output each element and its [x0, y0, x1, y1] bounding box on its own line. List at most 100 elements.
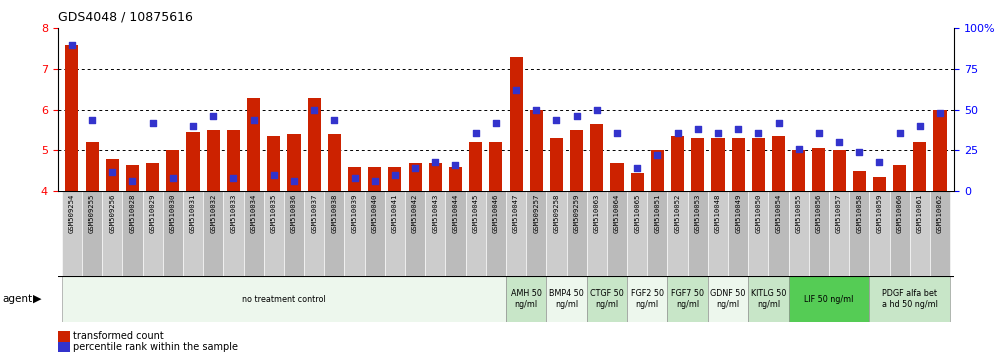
- Bar: [146, 162, 159, 191]
- Bar: [227, 130, 240, 191]
- Point: [387, 172, 403, 178]
- Bar: [264, 191, 284, 276]
- Text: GSM510043: GSM510043: [432, 194, 438, 233]
- Bar: [711, 138, 724, 191]
- Text: GSM510028: GSM510028: [129, 194, 135, 233]
- Point: [205, 113, 221, 119]
- Bar: [284, 191, 304, 276]
- Point: [669, 130, 685, 135]
- Point: [771, 120, 787, 126]
- Text: GSM510060: GSM510060: [896, 194, 902, 233]
- Bar: [125, 165, 139, 191]
- Text: GDNF 50
ng/ml: GDNF 50 ng/ml: [710, 290, 746, 309]
- Text: GSM509259: GSM509259: [574, 194, 580, 233]
- Bar: [62, 276, 506, 322]
- Text: percentile rank within the sample: percentile rank within the sample: [73, 342, 238, 352]
- Bar: [809, 191, 829, 276]
- Text: GSM509255: GSM509255: [89, 194, 95, 233]
- Bar: [909, 191, 930, 276]
- Text: agent: agent: [2, 294, 32, 304]
- Text: GSM510038: GSM510038: [332, 194, 338, 233]
- Text: GSM509256: GSM509256: [110, 194, 116, 233]
- Bar: [304, 191, 325, 276]
- Point: [488, 120, 504, 126]
- Bar: [103, 191, 123, 276]
- Bar: [789, 276, 870, 322]
- Point: [912, 123, 928, 129]
- Text: GDS4048 / 10875616: GDS4048 / 10875616: [58, 11, 192, 24]
- Point: [528, 107, 544, 113]
- Bar: [933, 110, 946, 191]
- Text: BMP4 50
ng/ml: BMP4 50 ng/ml: [549, 290, 584, 309]
- Bar: [850, 191, 870, 276]
- Text: GSM510057: GSM510057: [836, 194, 842, 233]
- Bar: [365, 191, 384, 276]
- Bar: [691, 138, 704, 191]
- Text: GSM510044: GSM510044: [452, 194, 458, 233]
- Text: GSM510065: GSM510065: [634, 194, 640, 233]
- Bar: [728, 191, 748, 276]
- Bar: [627, 276, 667, 322]
- Bar: [510, 57, 523, 191]
- Point: [811, 130, 827, 135]
- Bar: [345, 191, 365, 276]
- Point: [589, 107, 605, 113]
- Text: GSM510045: GSM510045: [473, 194, 479, 233]
- Point: [306, 107, 322, 113]
- Bar: [369, 167, 381, 191]
- Point: [286, 178, 302, 184]
- Bar: [687, 191, 708, 276]
- Text: GSM510056: GSM510056: [816, 194, 822, 233]
- Point: [124, 178, 140, 184]
- Text: GSM510031: GSM510031: [190, 194, 196, 233]
- Bar: [769, 191, 789, 276]
- Point: [84, 117, 100, 122]
- Text: GSM510054: GSM510054: [776, 194, 782, 233]
- Bar: [893, 165, 906, 191]
- Bar: [308, 97, 321, 191]
- Bar: [186, 132, 199, 191]
- Bar: [425, 191, 445, 276]
- Point: [64, 42, 80, 47]
- Bar: [627, 191, 647, 276]
- Text: FGF2 50
ng/ml: FGF2 50 ng/ml: [630, 290, 663, 309]
- Text: GSM510051: GSM510051: [654, 194, 660, 233]
- Point: [730, 126, 746, 132]
- Point: [246, 117, 262, 122]
- Bar: [506, 191, 526, 276]
- Bar: [82, 191, 103, 276]
- Text: GSM510039: GSM510039: [352, 194, 358, 233]
- Text: GSM510037: GSM510037: [311, 194, 317, 233]
- Point: [750, 130, 766, 135]
- Bar: [829, 191, 850, 276]
- Point: [427, 159, 443, 165]
- Bar: [428, 162, 442, 191]
- Point: [791, 146, 807, 152]
- Bar: [547, 276, 587, 322]
- Text: GSM510046: GSM510046: [493, 194, 499, 233]
- Bar: [288, 134, 301, 191]
- Text: GSM509258: GSM509258: [554, 194, 560, 233]
- Point: [710, 130, 726, 135]
- Point: [549, 117, 565, 122]
- Text: ▶: ▶: [33, 294, 42, 304]
- Text: FGF7 50
ng/ml: FGF7 50 ng/ml: [671, 290, 704, 309]
- Text: GSM510049: GSM510049: [735, 194, 741, 233]
- Bar: [547, 191, 567, 276]
- Text: GSM509257: GSM509257: [533, 194, 539, 233]
- Bar: [748, 191, 769, 276]
- Bar: [671, 136, 684, 191]
- Text: GSM510042: GSM510042: [412, 194, 418, 233]
- Bar: [62, 191, 82, 276]
- Point: [629, 166, 645, 171]
- Bar: [223, 191, 243, 276]
- Bar: [408, 162, 421, 191]
- Text: GSM510029: GSM510029: [149, 194, 155, 233]
- Bar: [206, 130, 220, 191]
- Text: GSM510063: GSM510063: [594, 194, 600, 233]
- Text: transformed count: transformed count: [73, 331, 163, 341]
- Point: [447, 162, 463, 168]
- Text: GSM510033: GSM510033: [230, 194, 236, 233]
- Bar: [203, 191, 223, 276]
- Bar: [870, 276, 950, 322]
